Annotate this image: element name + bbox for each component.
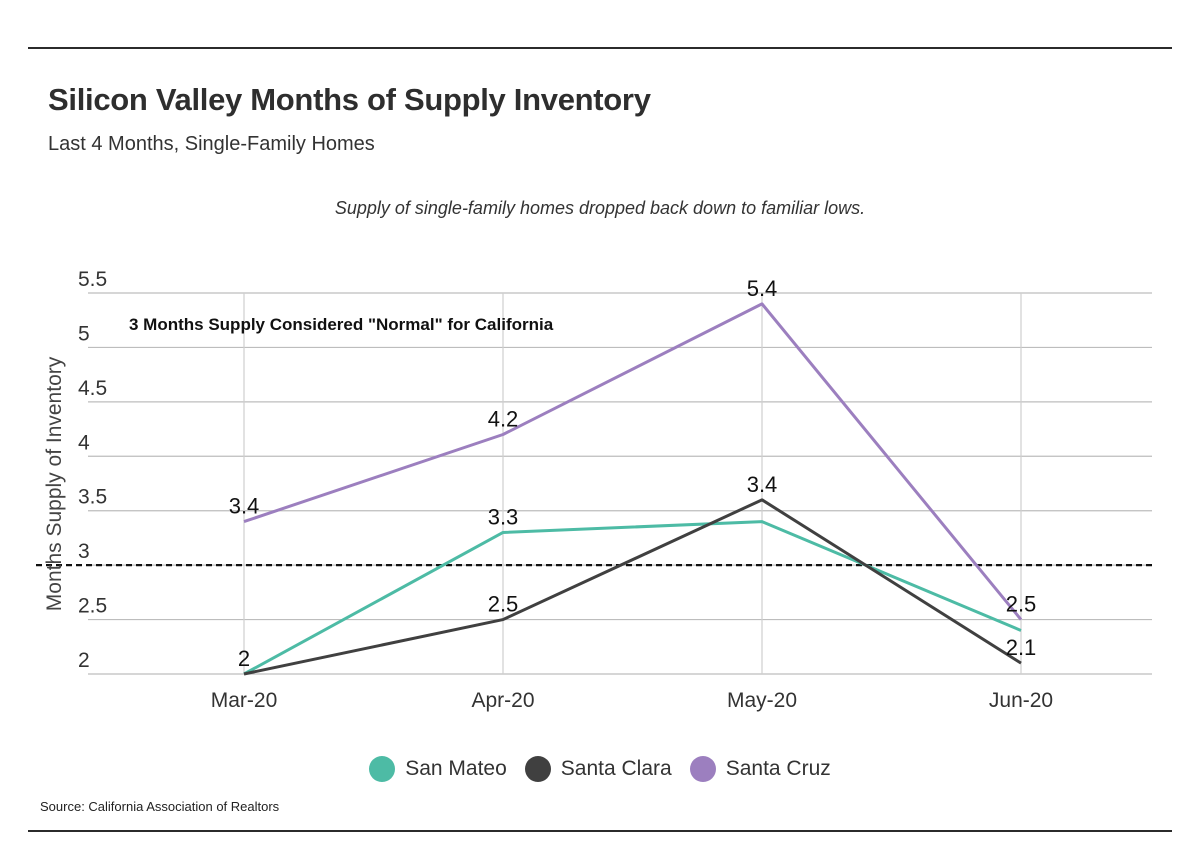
series-line-san-mateo — [243, 520, 1022, 676]
y-tick-label: 5 — [78, 322, 90, 345]
series-line-santa-clara — [243, 498, 1022, 676]
legend-label: San Mateo — [405, 757, 507, 780]
y-tick-label: 5.5 — [78, 268, 107, 291]
data-label: 3.3 — [488, 504, 519, 529]
y-tick-label: 3.5 — [78, 486, 107, 509]
data-label: 5.4 — [747, 276, 778, 301]
data-label: 4.2 — [488, 407, 519, 432]
reference-line-label: 3 Months Supply Considered "Normal" for … — [129, 315, 554, 334]
chart-annotation: Supply of single-family homes dropped ba… — [334, 198, 866, 218]
data-label: 2.1 — [1006, 635, 1037, 660]
legend-item: Santa Cruz — [689, 756, 831, 782]
chart-subtitle: Last 4 Months, Single-Family Homes — [48, 133, 375, 155]
series-line-santa-cruz — [243, 302, 1023, 621]
bottom-rule — [28, 830, 1172, 832]
legend-item: Santa Clara — [524, 756, 672, 782]
top-rule — [28, 47, 1172, 49]
legend: San Mateo Santa Clara Santa Cruz — [0, 756, 1200, 782]
legend-item: San Mateo — [369, 756, 507, 782]
grid-lines — [88, 292, 1152, 675]
data-label: 3.4 — [747, 472, 778, 497]
source-note: Source: California Association of Realto… — [40, 799, 280, 814]
legend-label: Santa Cruz — [725, 757, 831, 780]
legend-swatch — [524, 756, 551, 782]
y-axis-label: Months Supply of Inventory — [43, 356, 66, 611]
y-tick-label: 4 — [78, 431, 90, 454]
legend-swatch — [369, 756, 396, 782]
chart-title: Silicon Valley Months of Supply Inventor… — [48, 82, 651, 117]
y-tick-label: 2 — [78, 649, 90, 672]
y-tick-label: 3 — [78, 540, 90, 563]
y-tick-label: 2.5 — [78, 595, 107, 618]
data-label: 2 — [238, 646, 250, 671]
reference-line-group: 3 Months Supply Considered "Normal" for … — [36, 315, 1156, 567]
axis-labels: 2 2.5 3 3.5 4 4.5 5 5.5 Mar-20 Apr-20 May-20 Jun-20… — [43, 268, 1053, 712]
x-tick-label: May-20 — [727, 689, 797, 712]
data-labels: 3.3 2 2.5 3.4 2.1 3.4 4.2 5.4 2.5 — [229, 276, 1037, 671]
x-tick-label: Jun-20 — [989, 689, 1053, 712]
legend-swatch — [689, 756, 716, 782]
x-tick-label: Apr-20 — [471, 689, 534, 712]
x-tick-label: Mar-20 — [211, 689, 278, 712]
series-lines — [243, 302, 1023, 676]
y-tick-label: 4.5 — [78, 377, 107, 400]
legend-label: Santa Clara — [560, 757, 672, 780]
data-label: 2.5 — [1006, 592, 1037, 617]
data-label: 3.4 — [229, 494, 260, 519]
data-label: 2.5 — [488, 592, 519, 617]
